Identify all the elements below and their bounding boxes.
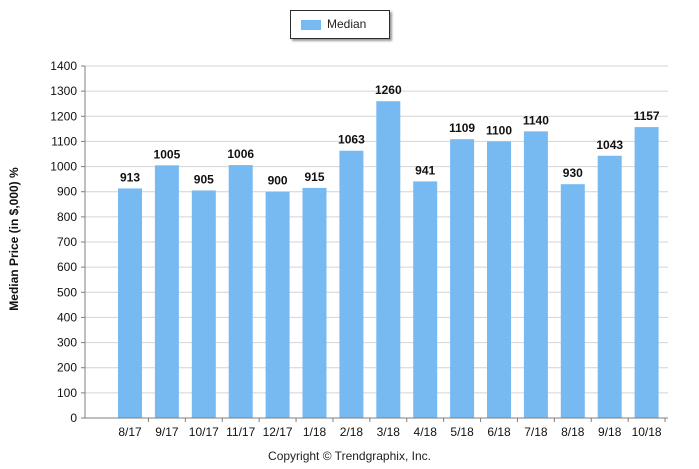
bar-value-label: 915 <box>304 170 324 184</box>
y-tick-label: 1000 <box>50 160 77 174</box>
bar <box>339 150 364 418</box>
y-tick-label: 900 <box>57 185 77 199</box>
x-tick-label: 3/18 <box>377 425 401 439</box>
bar-value-label: 1100 <box>486 123 512 137</box>
x-tick-label: 7/18 <box>524 425 548 439</box>
bar-value-label: 900 <box>268 174 288 188</box>
x-tick-label: 4/18 <box>414 425 438 439</box>
y-tick-label: 1300 <box>50 84 77 98</box>
bar <box>597 155 622 418</box>
y-tick-label: 1400 <box>50 59 77 73</box>
y-tick-label: 0 <box>70 411 77 425</box>
y-tick-label: 200 <box>57 361 77 375</box>
bar-value-label: 941 <box>415 163 435 177</box>
x-axis-ticks: 8/17 9/17 10/17 11/17 12/17 1/18 2/18 3/18 4/18 5… <box>118 418 666 439</box>
y-axis-title: Median Price (in $,000) % <box>7 167 21 311</box>
y-tick-label: 800 <box>57 210 77 224</box>
bar <box>634 127 659 419</box>
bar-value-label: 1006 <box>227 147 254 161</box>
x-tick-label: 10/18 <box>632 425 662 439</box>
x-tick-label: 5/18 <box>450 425 474 439</box>
y-tick-label: 1100 <box>51 134 77 148</box>
x-tick-label: 12/17 <box>263 425 293 439</box>
x-tick-label: 9/17 <box>155 425 179 439</box>
bar <box>191 190 216 418</box>
bar <box>523 131 548 418</box>
x-tick-label: 6/18 <box>487 425 511 439</box>
bar <box>487 141 511 418</box>
bar-value-label: 905 <box>194 172 214 186</box>
y-tick-label: 500 <box>57 285 77 299</box>
bar-value-label: 930 <box>563 166 583 180</box>
bar-value-label: 1043 <box>596 138 623 152</box>
bar-value-label: 1109 <box>449 121 475 135</box>
bar <box>302 187 327 418</box>
y-tick-label: 700 <box>57 235 77 249</box>
bar-value-label: 913 <box>120 170 140 184</box>
bar <box>265 191 290 418</box>
bars <box>118 101 659 419</box>
bar <box>450 139 475 418</box>
bar <box>560 184 585 418</box>
bar <box>118 188 142 418</box>
y-tick-label: 300 <box>57 336 77 350</box>
y-tick-label: 1200 <box>50 109 77 123</box>
x-tick-label: 2/18 <box>340 425 364 439</box>
x-tick-label: 8/17 <box>118 425 142 439</box>
copyright-footer: Copyright © Trendgraphix, Inc. <box>268 449 431 463</box>
bar-value-label: 1157 <box>634 109 660 123</box>
legend: Median <box>290 10 390 39</box>
bar <box>376 101 401 418</box>
bar-value-label: 1140 <box>523 113 549 127</box>
x-tick-label: 10/17 <box>189 425 219 439</box>
x-tick-label: 8/18 <box>561 425 585 439</box>
y-axis-ticks: 0 100 200 300 400 500 600 700 800 900 1000 1100 1200… <box>50 59 85 425</box>
bar <box>154 165 179 418</box>
bar-value-label: 1005 <box>154 147 181 161</box>
bar-value-labels: 913 1005 905 1006 900 915 1063 1260 941 1109 1100 1… <box>120 83 660 188</box>
legend-label: Median <box>327 17 367 31</box>
bar <box>413 181 438 418</box>
axes <box>84 66 668 419</box>
y-tick-label: 600 <box>57 260 77 274</box>
bar-value-label: 1260 <box>375 83 402 97</box>
x-tick-label: 11/17 <box>226 425 255 439</box>
bar-value-label: 1063 <box>338 133 365 147</box>
x-tick-label: 1/18 <box>303 425 327 439</box>
legend-swatch <box>301 20 321 30</box>
x-tick-label: 9/18 <box>598 425 622 439</box>
y-tick-label: 100 <box>57 386 77 400</box>
bar <box>228 165 253 418</box>
y-tick-label: 400 <box>57 310 77 324</box>
